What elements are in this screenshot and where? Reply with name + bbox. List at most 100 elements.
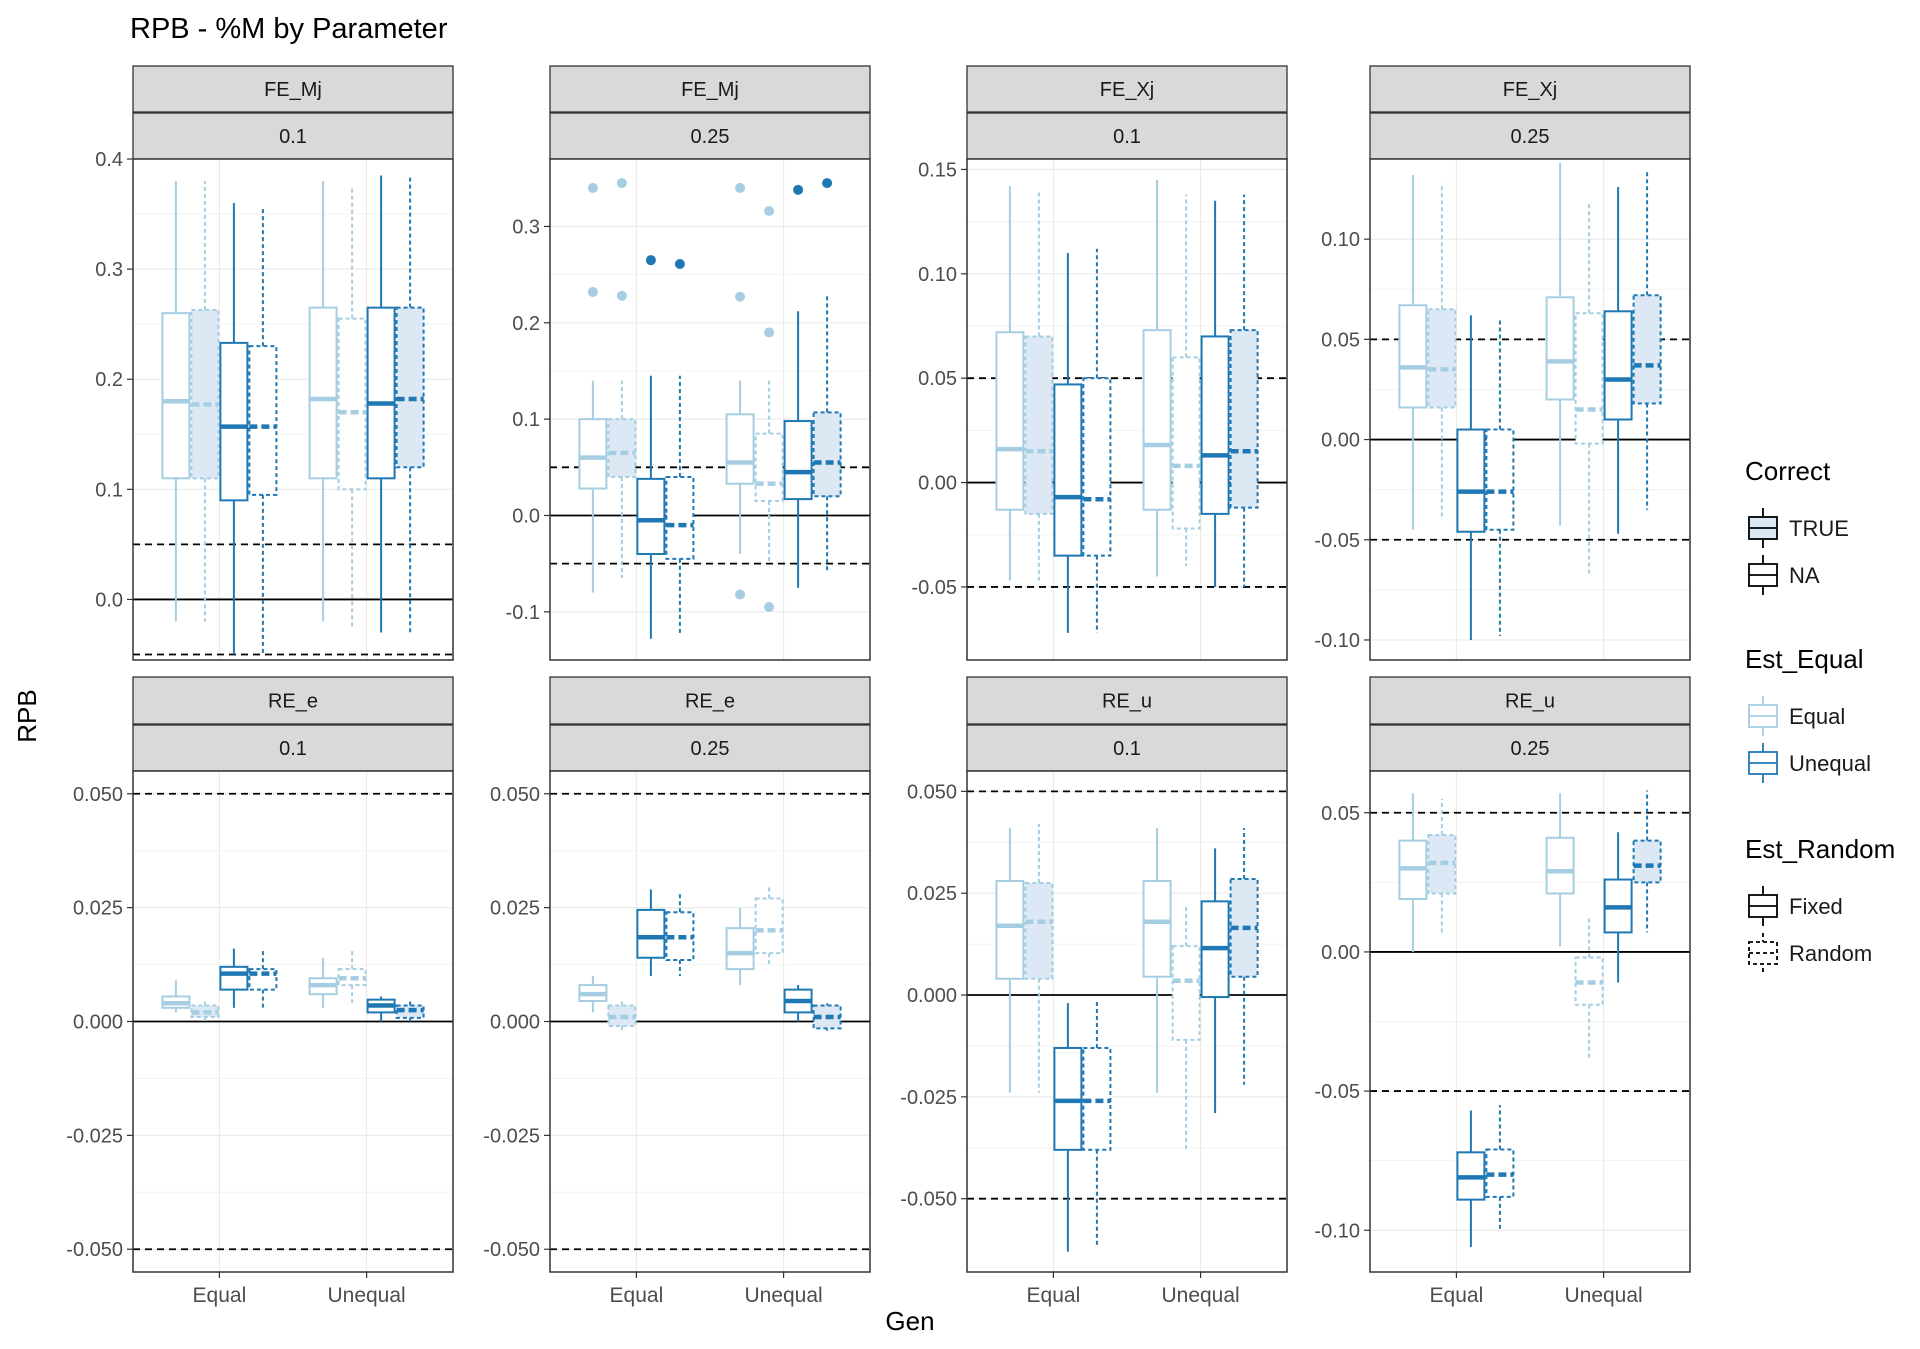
panel-border xyxy=(966,770,1288,1273)
box-unequal-unequal-fixed xyxy=(366,996,396,1022)
box-iqr xyxy=(1082,377,1112,557)
y-tick-label: -0.05 xyxy=(1314,530,1360,552)
legend-key xyxy=(1748,933,1778,973)
box-equal-equal-fixed xyxy=(161,980,191,1013)
box-equal-equal-random xyxy=(1427,798,1457,936)
facet-strip-level xyxy=(549,724,871,772)
box-unequal-equal-fixed xyxy=(308,957,338,1008)
legend-key xyxy=(1748,886,1778,926)
outlier-point xyxy=(764,327,775,338)
box-unequal-equal-fixed xyxy=(725,182,755,600)
box-iqr xyxy=(1024,882,1054,980)
y-tick-label: -0.1 xyxy=(506,602,540,624)
y-tick-label: 0.3 xyxy=(512,216,540,238)
facet-strip-level xyxy=(966,724,1288,772)
box-unequal-equal-fixed xyxy=(1545,163,1575,526)
box-iqr xyxy=(783,420,813,501)
x-axis-label: Gen xyxy=(885,1306,934,1336)
box-equal-equal-fixed xyxy=(578,182,608,593)
legend-item-label: NA xyxy=(1789,563,1820,588)
box-iqr xyxy=(812,411,842,498)
box-unequal-unequal-random xyxy=(812,178,842,574)
facet-strip-parameter xyxy=(132,65,454,113)
box-unequal-unequal-random xyxy=(395,175,425,633)
box-equal-equal-fixed xyxy=(995,828,1025,1093)
facet-strip-level-label: 0.1 xyxy=(1113,126,1141,148)
facet-strip-level-label: 0.25 xyxy=(1511,738,1550,760)
box-iqr xyxy=(1632,294,1662,405)
box-iqr xyxy=(995,331,1025,511)
y-tick-label: -0.025 xyxy=(900,1087,957,1109)
facet-strip-level-label: 0.25 xyxy=(691,738,730,760)
box-unequal-unequal-random xyxy=(812,1003,842,1031)
facet-panel: FE_Mj 0.25 -0.1 0.0 0.1 0.2 0.3 xyxy=(506,65,871,661)
x-tick-label: Unequal xyxy=(1564,1284,1642,1307)
box-iqr xyxy=(754,432,784,503)
box-unequal-unequal-fixed xyxy=(1200,848,1230,1114)
outlier-point xyxy=(674,259,685,270)
legend-title: Est_Random xyxy=(1745,834,1895,864)
box-equal-equal-fixed xyxy=(1398,175,1428,530)
box-unequal-equal-random xyxy=(1574,915,1604,1058)
facet-strip-parameter-label: FE_Xj xyxy=(1503,79,1557,101)
y-tick-label: 0.025 xyxy=(490,898,540,920)
facet-strip-parameter xyxy=(549,676,871,725)
y-tick-label: 0.05 xyxy=(1321,803,1360,825)
facet-strip-parameter xyxy=(132,676,454,725)
facet-panel: FE_Xj 0.1 -0.05 0.00 0.05 0.10 0.15 xyxy=(911,65,1288,661)
facet-strip-level xyxy=(1369,112,1691,160)
box-equal-unequal-fixed xyxy=(1456,315,1486,640)
outlier-point xyxy=(764,602,775,613)
box-unequal-equal-random xyxy=(1171,194,1201,567)
legend-group: Est_Random Fixed Random xyxy=(1745,834,1895,973)
facet-panel: RE_e 0.1 -0.050 -0.025 0.000 0.025 0.050 Equal U… xyxy=(66,676,454,1307)
box-iqr xyxy=(366,306,396,480)
legend-item-label: Fixed xyxy=(1789,894,1843,919)
facet-strip-level-label: 0.1 xyxy=(279,738,307,760)
box-iqr xyxy=(1171,356,1201,530)
legend-group: Est_Equal Equal Unequal xyxy=(1745,644,1871,783)
box-iqr xyxy=(995,879,1025,980)
x-tick-label: Equal xyxy=(1027,1284,1081,1307)
y-tick-label: -0.05 xyxy=(1314,1081,1360,1103)
box-iqr xyxy=(1603,310,1633,421)
legend-title: Est_Equal xyxy=(1745,644,1864,674)
box-unequal-unequal-random xyxy=(1229,828,1259,1085)
plot-background xyxy=(967,771,1287,1272)
box-unequal-equal-random xyxy=(754,884,784,967)
facet-strip-parameter-label: FE_Mj xyxy=(681,79,739,101)
panel-border xyxy=(966,158,1288,661)
y-tick-label: 0.1 xyxy=(95,479,123,501)
box-equal-equal-random xyxy=(190,998,220,1022)
box-unequal-unequal-fixed xyxy=(1603,187,1633,534)
box-unequal-unequal-random xyxy=(1632,171,1662,510)
x-tick-label: Unequal xyxy=(744,1284,822,1307)
outlier-point xyxy=(735,182,746,193)
outlier-point xyxy=(587,286,598,297)
y-tick-label: 0.0 xyxy=(512,505,540,527)
legend-group: Correct TRUE NA xyxy=(1745,456,1849,595)
box-iqr xyxy=(1200,335,1230,515)
x-tick-label: Equal xyxy=(1430,1284,1484,1307)
box-equal-unequal-random xyxy=(665,259,695,636)
box-iqr xyxy=(1545,296,1575,401)
box-unequal-equal-random xyxy=(1574,203,1604,576)
box-equal-equal-random xyxy=(1024,190,1054,581)
box-iqr xyxy=(1632,839,1662,884)
box-iqr xyxy=(665,475,695,560)
x-tick-label: Equal xyxy=(193,1284,247,1307)
box-unequal-equal-fixed xyxy=(1142,179,1172,577)
facet-strip-parameter xyxy=(966,676,1288,725)
panel-border xyxy=(549,158,871,661)
facet-strip-level-label: 0.1 xyxy=(1113,738,1141,760)
box-iqr xyxy=(219,341,249,502)
facet-strip-level-label: 0.25 xyxy=(691,126,730,148)
facet-panel: RE_u 0.1 -0.050 -0.025 0.000 0.025 0.050 Equal U… xyxy=(900,676,1288,1307)
box-iqr xyxy=(607,418,637,478)
facet-strip-level xyxy=(132,112,454,160)
y-tick-label: 0.025 xyxy=(907,883,957,905)
box-unequal-equal-random xyxy=(754,206,784,613)
box-equal-equal-random xyxy=(607,178,637,579)
box-iqr xyxy=(161,312,191,480)
